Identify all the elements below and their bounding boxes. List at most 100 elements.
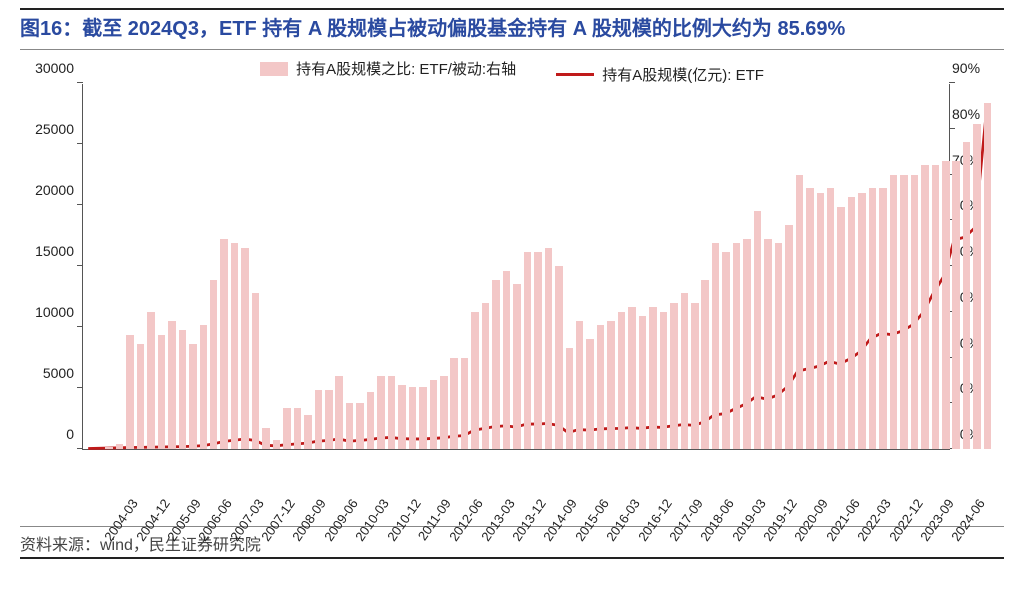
- legend: 持有A股规模之比: ETF/被动:右轴 持有A股规模(亿元): ETF: [20, 58, 1004, 85]
- bar: [126, 335, 134, 449]
- bar: [911, 175, 919, 450]
- bar: [179, 330, 187, 449]
- legend-item-line: 持有A股规模(亿元): ETF: [556, 64, 764, 85]
- bar: [105, 447, 113, 449]
- y-right-tick-label: 60%: [952, 197, 1010, 213]
- bar: [503, 271, 511, 449]
- bar: [566, 348, 574, 449]
- bar: [116, 444, 124, 449]
- x-axis-labels: 2004-032004-122005-092006-062007-032007-…: [82, 454, 950, 524]
- bar: [806, 188, 814, 449]
- bar: [262, 428, 270, 449]
- bar: [775, 243, 783, 449]
- bar: [743, 239, 751, 449]
- bar: [639, 316, 647, 449]
- bar: [586, 339, 594, 449]
- bar: [189, 344, 197, 449]
- bar: [409, 387, 417, 449]
- bar: [869, 188, 877, 449]
- bar: [534, 252, 542, 449]
- plot-region: [82, 84, 950, 450]
- bar: [628, 307, 636, 449]
- bar: [701, 280, 709, 449]
- bar: [837, 207, 845, 449]
- chart-title: 图16：截至 2024Q3，ETF 持有 A 股规模占被动偏股基金持有 A 股规…: [20, 10, 1004, 49]
- y-left-tick-label: 20000: [16, 182, 74, 198]
- legend-item-bar: 持有A股规模之比: ETF/被动:右轴: [260, 58, 516, 79]
- y-left-tick-label: 15000: [16, 243, 74, 259]
- bar: [796, 175, 804, 450]
- bar: [555, 266, 563, 449]
- y-left-tick-label: 0: [16, 426, 74, 442]
- bar: [848, 197, 856, 449]
- bar: [973, 124, 981, 449]
- y-left-tick-label: 25000: [16, 121, 74, 137]
- bar: [231, 243, 239, 449]
- bar: [649, 307, 657, 449]
- bar: [430, 380, 438, 449]
- bar: [220, 239, 228, 449]
- bar: [482, 303, 490, 449]
- bar: [963, 142, 971, 449]
- legend-line-label: 持有A股规模(亿元): ETF: [602, 64, 764, 85]
- y-left-tick-label: 5000: [16, 365, 74, 381]
- bar: [346, 403, 354, 449]
- bar: [817, 193, 825, 449]
- bar: [471, 312, 479, 449]
- y-right-tick-label: 90%: [952, 60, 1010, 76]
- bar: [492, 280, 500, 449]
- y-right-tick-label: 50%: [952, 243, 1010, 259]
- y-right-tick-label: 80%: [952, 106, 1010, 122]
- bar: [890, 175, 898, 450]
- bar: [879, 188, 887, 449]
- bar: [283, 408, 291, 449]
- bar: [315, 390, 323, 449]
- legend-line-swatch: [556, 73, 594, 76]
- figure-container: 图16：截至 2024Q3，ETF 持有 A 股规模占被动偏股基金持有 A 股规…: [0, 8, 1024, 596]
- bar: [827, 188, 835, 449]
- y-right-tick-label: 40%: [952, 289, 1010, 305]
- bar: [921, 165, 929, 449]
- bar: [660, 312, 668, 449]
- bar: [388, 376, 396, 449]
- bar: [597, 325, 605, 449]
- bar: [356, 403, 364, 449]
- bar: [858, 193, 866, 449]
- bar: [304, 415, 312, 449]
- bar: [754, 211, 762, 449]
- bar: [733, 243, 741, 449]
- bar: [681, 293, 689, 449]
- bar: [440, 376, 448, 449]
- y-axis-left-labels: 050001000015000200002500030000: [20, 84, 78, 450]
- bar: [273, 440, 281, 449]
- bar: [252, 293, 260, 449]
- rule-bottom-thick: [20, 557, 1004, 559]
- bar: [241, 248, 249, 449]
- bar: [545, 248, 553, 449]
- y-right-tick-label: 30%: [952, 335, 1010, 351]
- bar: [200, 325, 208, 449]
- bar: [712, 243, 720, 449]
- y-right-tick-label: 20%: [952, 380, 1010, 396]
- bar: [147, 312, 155, 449]
- bar: [335, 376, 343, 449]
- bar: [513, 284, 521, 449]
- bar: [377, 376, 385, 449]
- bar: [984, 103, 992, 449]
- bar: [294, 408, 302, 449]
- rule-mid: [20, 49, 1004, 50]
- bar: [618, 312, 626, 449]
- bar: [168, 321, 176, 449]
- bar: [419, 387, 427, 449]
- bar: [367, 392, 375, 449]
- bar: [952, 161, 960, 449]
- bar: [450, 358, 458, 450]
- bar: [670, 303, 678, 449]
- bar: [398, 385, 406, 449]
- bar: [137, 344, 145, 449]
- bar: [764, 239, 772, 449]
- chart-area: 持有A股规模之比: ETF/被动:右轴 持有A股规模(亿元): ETF 0500…: [20, 54, 1004, 524]
- y-left-tick-label: 10000: [16, 304, 74, 320]
- bar: [691, 303, 699, 449]
- legend-bar-swatch: [260, 62, 288, 76]
